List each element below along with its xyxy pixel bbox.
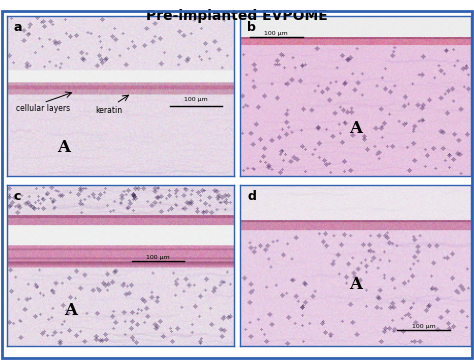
Text: b: b xyxy=(247,21,256,34)
Text: Pre-implanted EVPOME: Pre-implanted EVPOME xyxy=(146,9,328,23)
Text: d: d xyxy=(247,190,256,203)
Text: keratin: keratin xyxy=(95,106,123,115)
Text: A: A xyxy=(64,302,77,319)
Text: A: A xyxy=(349,120,362,137)
Text: 100 μm: 100 μm xyxy=(264,31,288,36)
Text: 100 μm: 100 μm xyxy=(184,97,208,102)
Text: 100 μm: 100 μm xyxy=(411,324,435,329)
Text: A: A xyxy=(349,276,362,293)
Text: 100 μm: 100 μm xyxy=(146,255,170,260)
Text: a: a xyxy=(14,21,22,34)
Text: cellular layers: cellular layers xyxy=(16,104,70,113)
Text: A: A xyxy=(57,139,70,156)
Text: c: c xyxy=(14,190,21,203)
